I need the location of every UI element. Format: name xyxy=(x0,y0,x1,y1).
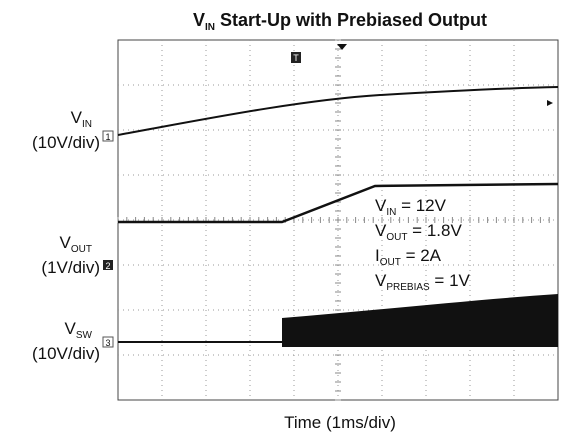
ch2-symbol: V xyxy=(60,233,72,252)
condition-symbol: V xyxy=(375,271,387,290)
ch2-sub: OUT xyxy=(71,244,92,255)
ch1-scale: (10V/div) xyxy=(32,133,100,152)
condition-value: = 1.8V xyxy=(407,221,462,240)
condition-sub: IN xyxy=(386,207,396,218)
x-axis-label: Time (1ms/div) xyxy=(284,413,396,432)
vin-waveform xyxy=(117,86,559,136)
condition-sub: PREBIAS xyxy=(386,282,430,293)
ch2-marker-box xyxy=(103,260,113,270)
ch2-marker: 2 xyxy=(105,261,110,271)
condition-value: = 12V xyxy=(396,196,446,215)
ch3-label: VSW xyxy=(65,319,93,341)
ch3-marker-box xyxy=(102,336,114,348)
ch1-sub: IN xyxy=(82,119,92,130)
trigger-letter: T xyxy=(293,53,299,63)
ch1-label: VIN xyxy=(71,108,92,130)
ch3-scale: (10V/div) xyxy=(32,344,100,363)
title-text: Start-Up with Prebiased Output xyxy=(215,10,487,30)
condition: VPREBIAS = 1V xyxy=(375,271,471,293)
condition-value: = 2A xyxy=(401,246,442,265)
title-symbol: V xyxy=(193,10,205,30)
trigger-marker xyxy=(291,52,301,63)
ch3-marker: 3 xyxy=(105,338,110,348)
ch1-marker-box xyxy=(102,130,114,142)
figure-title: VIN Start-Up with Prebiased Output xyxy=(193,10,487,33)
ch1-symbol: V xyxy=(71,108,83,127)
ch3-sub: SW xyxy=(76,330,93,341)
condition-sub: OUT xyxy=(386,232,407,243)
condition-symbol: I xyxy=(375,246,380,265)
condition-symbol: V xyxy=(375,196,387,215)
condition: IOUT = 2A xyxy=(375,246,442,268)
trigger-position xyxy=(337,44,347,50)
ch1-marker: 1 xyxy=(105,132,110,142)
title-sub: IN xyxy=(205,22,215,33)
condition-symbol: V xyxy=(375,221,387,240)
condition: VOUT = 1.8V xyxy=(375,221,462,243)
condition-value: = 1V xyxy=(430,271,471,290)
vout-waveform xyxy=(118,182,559,224)
ch2-scale: (1V/div) xyxy=(41,258,100,277)
ch3-symbol: V xyxy=(65,319,77,338)
trigger-level xyxy=(547,100,553,106)
ch2-label: VOUT xyxy=(60,233,92,255)
condition-sub: OUT xyxy=(380,257,401,268)
vsw-switching xyxy=(282,294,558,347)
condition: VIN = 12V xyxy=(375,196,447,218)
